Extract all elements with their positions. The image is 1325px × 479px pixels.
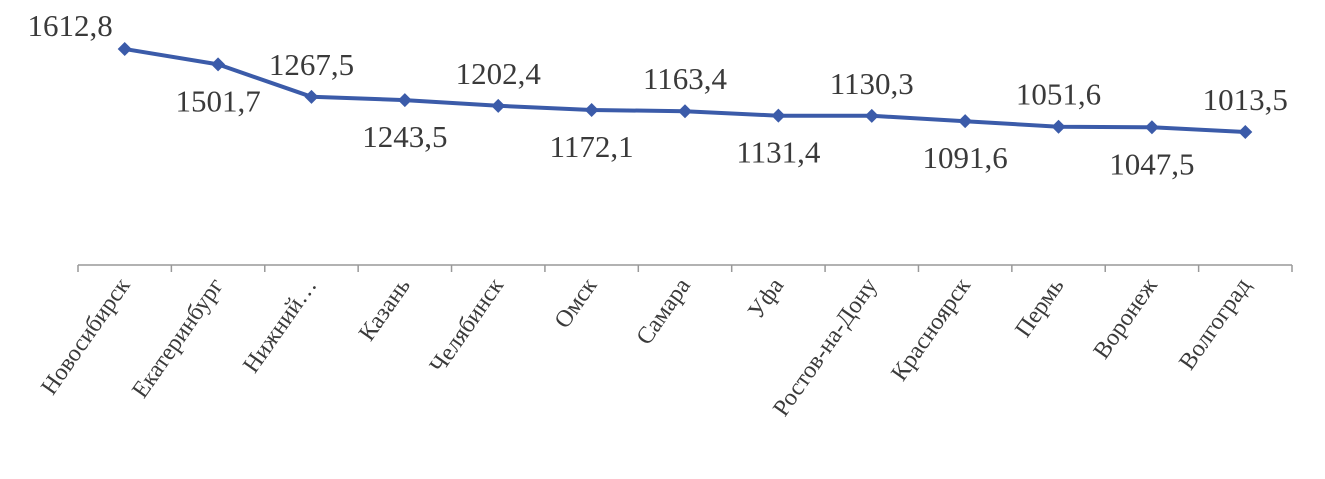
category-tick-label: Казань [354, 273, 416, 346]
data-point-marker [304, 89, 319, 104]
data-label-group: 1612,8 1501,7 1267,5 1243,5 1202,4 1172,1 1163… [27, 8, 1287, 181]
category-tick-label: Уфа [743, 273, 789, 324]
data-point-marker [117, 42, 132, 56]
data-label: 1172,1 [550, 129, 634, 164]
data-label: 1130,3 [830, 66, 914, 101]
category-tick-label: Самара [632, 273, 697, 350]
category-tick-label: Омск [550, 273, 603, 333]
data-label: 1243,5 [362, 119, 447, 154]
category-tick-label: Волгоград [1174, 274, 1256, 375]
data-point-marker [864, 108, 879, 123]
data-point-marker [771, 108, 786, 123]
data-label: 1013,5 [1203, 82, 1288, 117]
marker-group [117, 42, 1253, 139]
category-tick-label: Челябинск [425, 273, 509, 378]
data-label: 1047,5 [1109, 146, 1194, 181]
x-axis [77, 264, 1293, 272]
data-point-marker [1238, 125, 1253, 139]
data-label: 1612,8 [27, 8, 112, 43]
category-tick-label: Екатеринбург [127, 273, 229, 403]
data-point-marker [958, 114, 973, 129]
category-tick-label: Пермь [1010, 273, 1069, 342]
data-point-marker [584, 103, 599, 118]
data-label: 1202,4 [456, 56, 542, 91]
data-label: 1267,5 [269, 47, 354, 82]
data-label: 1131,4 [736, 135, 821, 170]
data-label: 1091,6 [923, 140, 1008, 175]
data-label: 1501,7 [175, 83, 260, 118]
data-point-marker [1051, 119, 1066, 134]
data-point-marker [397, 93, 412, 108]
data-point-marker [211, 57, 226, 72]
category-tick-label: Воронеж [1089, 273, 1163, 364]
data-point-marker [1144, 120, 1159, 135]
category-tick-label: Ростов-на-Дону [768, 274, 882, 422]
data-label: 1051,6 [1016, 77, 1101, 112]
category-tick-label: Новосибирск [36, 273, 135, 400]
category-tick-label: Красноярск [886, 273, 976, 386]
data-label: 1163,4 [643, 61, 728, 96]
data-point-marker [678, 104, 692, 119]
data-point-marker [491, 98, 506, 113]
category-tick-label: Нижний… [238, 274, 322, 378]
